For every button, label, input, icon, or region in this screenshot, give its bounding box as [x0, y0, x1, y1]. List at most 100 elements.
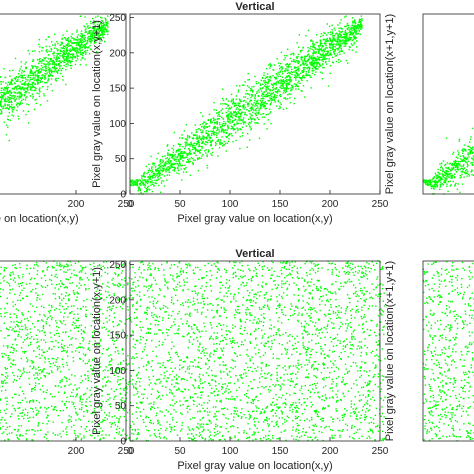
data-point	[225, 150, 227, 152]
data-point	[154, 176, 156, 179]
data-point	[321, 43, 323, 45]
data-point	[167, 166, 169, 168]
data-point	[178, 152, 180, 155]
data-point	[93, 29, 95, 32]
data-point	[284, 77, 287, 79]
data-point	[22, 87, 24, 89]
data-point	[327, 51, 329, 54]
data-point	[354, 27, 356, 29]
data-point	[0, 104, 2, 107]
data-point	[1, 96, 3, 99]
data-point	[53, 62, 55, 65]
data-point	[84, 50, 87, 52]
data-point	[31, 89, 33, 92]
data-point	[337, 35, 339, 38]
data-point	[232, 100, 234, 102]
data-point	[7, 126, 9, 128]
data-point	[34, 74, 37, 76]
data-point	[54, 69, 56, 71]
data-point	[268, 92, 271, 94]
data-point	[285, 68, 287, 70]
data-point	[330, 52, 332, 54]
data-point	[9, 97, 11, 99]
data-point	[231, 115, 233, 118]
data-point	[107, 23, 109, 25]
data-point	[323, 58, 325, 60]
data-point	[4, 103, 6, 105]
data-point	[73, 39, 75, 41]
data-point	[294, 61, 297, 63]
data-point	[6, 98, 8, 100]
data-point	[227, 120, 229, 122]
data-point	[219, 142, 221, 144]
data-point	[76, 52, 78, 55]
data-point	[273, 98, 275, 100]
data-point	[263, 85, 266, 87]
data-point	[133, 181, 135, 183]
data-point	[148, 163, 150, 166]
data-point	[286, 82, 289, 85]
data-point	[158, 166, 161, 168]
data-point	[310, 39, 313, 41]
data-point	[188, 160, 190, 162]
data-point	[250, 122, 252, 124]
data-point	[106, 21, 108, 24]
data-point	[267, 64, 270, 66]
data-point	[161, 162, 163, 164]
data-point	[256, 104, 258, 107]
data-point	[238, 115, 240, 118]
data-point	[329, 53, 331, 55]
data-point	[83, 37, 85, 39]
data-point	[336, 41, 338, 43]
data-point	[228, 117, 230, 119]
data-point	[316, 41, 319, 44]
data-point	[277, 90, 279, 93]
data-point	[82, 52, 85, 54]
data-point	[66, 47, 68, 49]
data-point	[262, 80, 265, 82]
data-point	[247, 102, 249, 104]
data-point	[246, 114, 248, 116]
data-point	[295, 76, 298, 78]
data-point	[324, 32, 326, 35]
data-point	[248, 122, 250, 124]
data-point	[31, 74, 33, 77]
data-point	[293, 60, 295, 63]
data-point	[169, 154, 172, 157]
data-point	[324, 43, 326, 45]
data-point	[232, 127, 234, 129]
data-point	[57, 57, 59, 60]
data-point	[197, 141, 200, 143]
data-point	[441, 183, 443, 185]
data-point	[300, 77, 302, 79]
data-point	[196, 134, 198, 136]
data-point	[294, 66, 296, 68]
data-point	[284, 91, 287, 94]
data-point	[79, 48, 81, 50]
data-point	[51, 63, 53, 65]
data-point	[182, 146, 184, 148]
data-point	[43, 95, 45, 97]
data-point	[198, 145, 200, 148]
data-point	[38, 89, 41, 92]
data-point	[232, 129, 235, 131]
data-point	[316, 63, 318, 66]
data-point	[79, 40, 81, 43]
data-point	[328, 25, 331, 28]
data-point	[61, 37, 63, 40]
y-tick-label: 0	[120, 190, 126, 201]
data-point	[230, 93, 233, 96]
data-point	[24, 99, 27, 101]
points	[129, 15, 363, 195]
data-point	[154, 168, 157, 171]
data-point	[167, 149, 170, 151]
data-point	[324, 50, 326, 52]
data-point	[20, 95, 23, 97]
data-point	[286, 80, 288, 82]
data-point	[454, 176, 456, 179]
data-point	[171, 147, 173, 149]
data-point	[34, 71, 36, 73]
data-point	[242, 118, 244, 121]
data-point	[254, 99, 256, 102]
data-point	[133, 183, 135, 186]
